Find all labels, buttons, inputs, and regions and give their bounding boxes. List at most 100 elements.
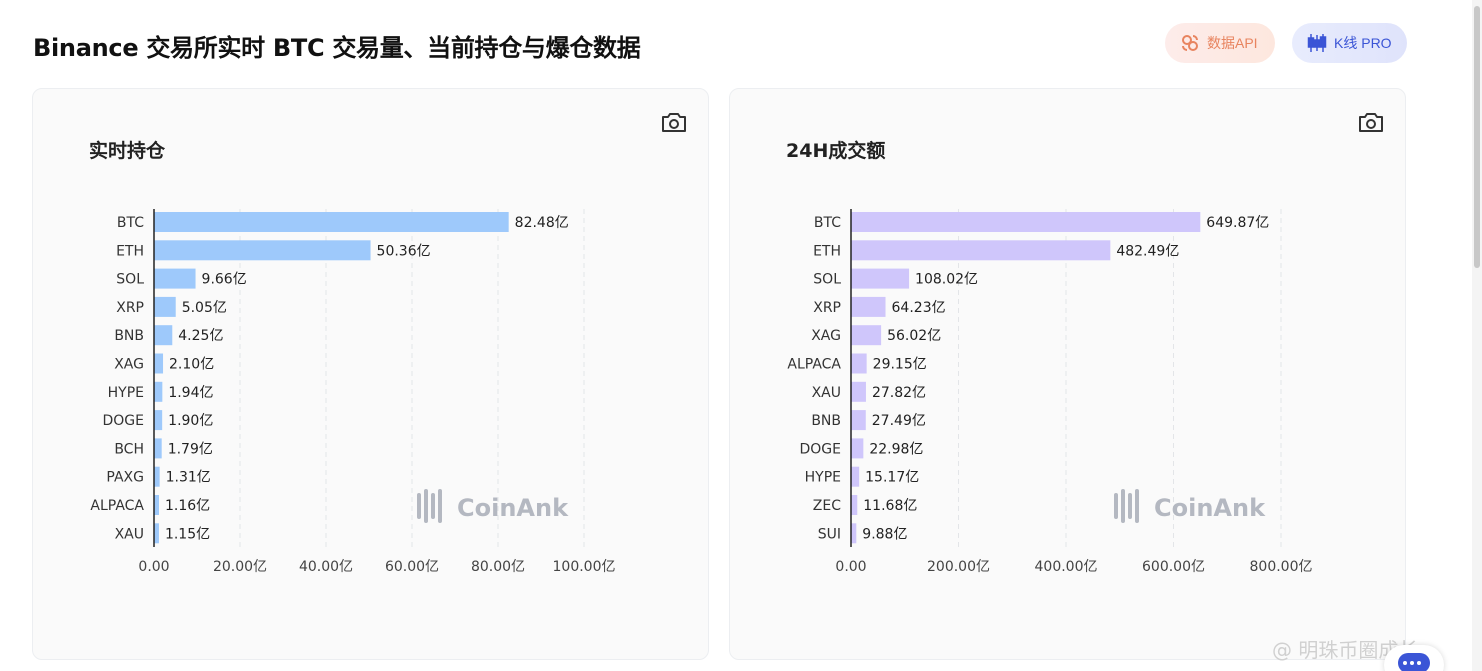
chat-dot [1410, 661, 1414, 665]
oi-bar[interactable] [154, 212, 509, 232]
oi-category-label: DOGE [103, 413, 145, 429]
oi-value-label: 2.10亿 [169, 357, 214, 373]
volume-card: 24H成交额 CoinAnk BTC 649.87亿 ETH 482.49亿 SOL 108… [729, 88, 1406, 660]
vol-bar[interactable] [851, 268, 910, 289]
oi-bar[interactable] [154, 410, 163, 431]
vol-value-label: 27.49亿 [872, 413, 926, 429]
vol-category-label: XAU [812, 385, 841, 401]
coinank-logo-watermark: CoinAnk [417, 489, 569, 523]
vol-bar[interactable] [851, 240, 1111, 261]
oi-value-label: 9.66亿 [202, 272, 247, 288]
oi-category-label: PAXG [106, 470, 144, 486]
oi-bar[interactable] [154, 466, 160, 487]
oi-value-label: 1.15亿 [165, 526, 210, 542]
vol-value-label: 29.15亿 [873, 357, 927, 373]
data-api-label: 数据API [1207, 35, 1258, 51]
coinank-logo-watermark: CoinAnk [1114, 489, 1266, 523]
oi-bar[interactable] [154, 240, 371, 261]
vol-bar[interactable] [851, 495, 858, 515]
candlestick-icon [1306, 32, 1328, 54]
api-icon [1179, 32, 1201, 54]
vol-value-label: 27.82亿 [872, 385, 926, 401]
kline-pro-button[interactable]: K线 PRO [1292, 23, 1407, 63]
open-interest-card: 实时持仓 CoinAnk BTC 82.48亿 ETH 50.36亿 SOL 9.66亿 XR… [32, 88, 709, 660]
oi-value-label: 5.05亿 [182, 300, 227, 316]
vol-bar[interactable] [851, 296, 886, 317]
oi-category-label: ETH [116, 243, 144, 259]
vol-category-label: BNB [811, 413, 841, 429]
vol-category-label: ZEC [813, 498, 841, 514]
chat-icon [1398, 653, 1430, 671]
oi-category-label: XRP [116, 300, 144, 316]
oi-bar[interactable] [154, 353, 164, 374]
scrollbar-thumb[interactable] [1474, 6, 1480, 268]
open-interest-title: 实时持仓 [89, 140, 166, 162]
vol-category-label: HYPE [805, 470, 841, 486]
vol-bar[interactable] [851, 353, 867, 374]
oi-x-tick-label: 60.00亿 [385, 559, 439, 575]
vol-bar[interactable] [851, 466, 860, 487]
vol-x-tick-label: 0.00 [835, 559, 866, 575]
vol-bar[interactable] [851, 438, 864, 459]
vol-bar[interactable] [851, 523, 857, 544]
oi-category-label: BTC [117, 215, 144, 231]
oi-bar[interactable] [154, 495, 159, 515]
vol-value-label: 11.68亿 [863, 498, 917, 514]
vol-value-label: 64.23亿 [892, 300, 946, 316]
volume-chart: CoinAnk BTC 649.87亿 ETH 482.49亿 SOL 108.02亿 XRP… [787, 209, 1313, 575]
oi-bar[interactable] [154, 325, 173, 346]
oi-bar[interactable] [154, 381, 163, 402]
vol-bar[interactable] [851, 212, 1201, 232]
oi-category-label: BCH [114, 441, 144, 457]
oi-bar[interactable] [154, 296, 176, 317]
oi-value-label: 4.25亿 [178, 328, 223, 344]
vol-category-label: XRP [813, 300, 841, 316]
page-title: Binance 交易所实时 BTC 交易量、当前持仓与爆仓数据 [33, 34, 641, 62]
vol-x-tick-label: 200.00亿 [927, 559, 990, 575]
page-scrollbar[interactable] [1472, 0, 1482, 671]
oi-value-label: 50.36亿 [377, 243, 431, 259]
vol-value-label: 649.87亿 [1206, 215, 1269, 231]
oi-bar[interactable] [154, 268, 196, 289]
vol-bar[interactable] [851, 410, 866, 431]
oi-category-label: XAG [114, 357, 144, 373]
vol-category-label: DOGE [800, 441, 842, 457]
vol-category-label: SOL [813, 272, 841, 288]
volume-title: 24H成交额 [786, 140, 886, 162]
oi-category-label: XAU [115, 526, 144, 542]
vol-category-label: BTC [814, 215, 841, 231]
oi-x-tick-label: 20.00亿 [213, 559, 267, 575]
vol-category-label: XAG [811, 328, 841, 344]
oi-bar[interactable] [154, 438, 162, 459]
vol-category-label: ETH [813, 243, 841, 259]
chat-button[interactable] [1384, 645, 1444, 671]
watermark-text: CoinAnk [457, 494, 569, 522]
vol-x-tick-label: 600.00亿 [1142, 559, 1205, 575]
oi-value-label: 82.48亿 [515, 215, 569, 231]
oi-category-label: SOL [116, 272, 144, 288]
vol-value-label: 15.17亿 [865, 470, 919, 486]
chat-dot [1417, 661, 1421, 665]
vol-value-label: 22.98亿 [869, 441, 923, 457]
oi-category-label: ALPACA [90, 498, 144, 514]
vol-category-label: ALPACA [787, 357, 841, 373]
oi-bar[interactable] [154, 523, 159, 544]
kline-pro-label: K线 PRO [1334, 35, 1392, 51]
oi-value-label: 1.31亿 [166, 470, 211, 486]
oi-value-label: 1.16亿 [165, 498, 210, 514]
camera-icon[interactable] [1357, 109, 1385, 135]
vol-value-label: 56.02亿 [887, 328, 941, 344]
oi-value-label: 1.79亿 [168, 441, 213, 457]
vol-x-tick-label: 400.00亿 [1035, 559, 1098, 575]
oi-value-label: 1.90亿 [168, 413, 213, 429]
vol-bar[interactable] [851, 325, 882, 346]
open-interest-chart: CoinAnk BTC 82.48亿 ETH 50.36亿 SOL 9.66亿 XRP 5.05… [90, 209, 616, 575]
vol-bar[interactable] [851, 381, 866, 402]
vol-x-tick-label: 800.00亿 [1250, 559, 1313, 575]
chat-dot [1403, 661, 1407, 665]
vol-value-label: 482.49亿 [1116, 243, 1179, 259]
data-api-button[interactable]: 数据API [1165, 23, 1275, 63]
oi-category-label: BNB [114, 328, 144, 344]
camera-icon[interactable] [660, 109, 688, 135]
oi-x-tick-label: 100.00亿 [553, 559, 616, 575]
